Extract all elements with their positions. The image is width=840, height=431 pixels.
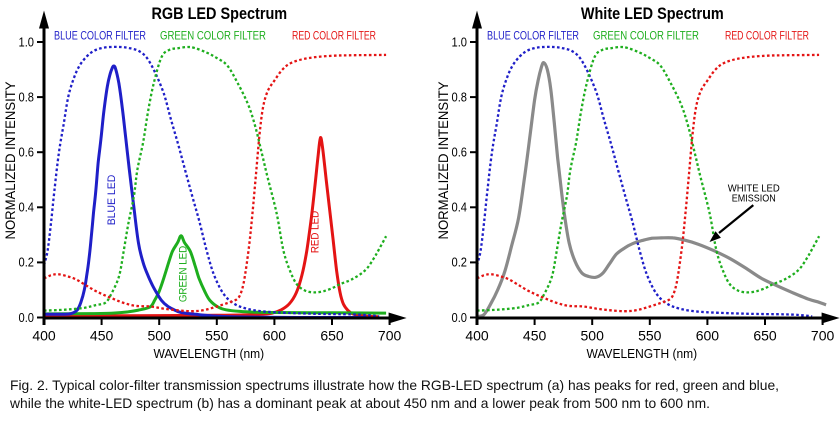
svg-text:0.8: 0.8 — [19, 90, 35, 104]
svg-text:600: 600 — [263, 328, 287, 344]
svg-text:450: 450 — [90, 328, 114, 344]
svg-text:0.0: 0.0 — [19, 311, 35, 325]
svg-text:550: 550 — [638, 328, 662, 344]
svg-text:0.6: 0.6 — [19, 146, 35, 160]
svg-text:GREEN LED: GREEN LED — [178, 246, 190, 302]
svg-text:700: 700 — [378, 328, 402, 344]
svg-text:600: 600 — [696, 328, 720, 344]
svg-text:RED COLOR FILTER: RED COLOR FILTER — [725, 29, 809, 43]
svg-text:GREEN COLOR FILTER: GREEN COLOR FILTER — [160, 29, 266, 43]
svg-text:WAVELENGTH (nm): WAVELENGTH (nm) — [586, 347, 697, 361]
svg-text:1.0: 1.0 — [452, 35, 468, 49]
svg-text:RGB LED Spectrum: RGB LED Spectrum — [151, 5, 287, 23]
svg-text:RED LED: RED LED — [310, 211, 322, 253]
svg-text:RED COLOR FILTER: RED COLOR FILTER — [292, 29, 376, 43]
svg-text:0.2: 0.2 — [452, 256, 468, 270]
svg-text:1.0: 1.0 — [19, 35, 35, 49]
svg-text:550: 550 — [205, 328, 229, 344]
svg-text:500: 500 — [581, 328, 605, 344]
svg-text:0.4: 0.4 — [452, 201, 468, 215]
svg-text:while the white-LED spectrum (: while the white-LED spectrum (b) has a d… — [9, 395, 710, 411]
svg-text:0.4: 0.4 — [19, 201, 35, 215]
svg-text:400: 400 — [32, 328, 56, 344]
svg-text:0.2: 0.2 — [19, 256, 35, 270]
svg-text:0.0: 0.0 — [452, 311, 468, 325]
svg-text:NORMALIZED INTENSITY: NORMALIZED INTENSITY — [2, 81, 18, 240]
svg-text:BLUE COLOR FILTER: BLUE COLOR FILTER — [54, 29, 146, 43]
svg-text:WAVELENGTH (nm): WAVELENGTH (nm) — [153, 347, 264, 361]
svg-text:White LED Spectrum: White LED Spectrum — [581, 5, 724, 23]
svg-text:0.6: 0.6 — [452, 146, 468, 160]
svg-text:400: 400 — [465, 328, 489, 344]
svg-text:500: 500 — [148, 328, 172, 344]
svg-text:NORMALIZED INTENSITY: NORMALIZED INTENSITY — [435, 81, 451, 240]
svg-text:Fig. 2. Typical color-filter t: Fig. 2. Typical color-filter transmissio… — [10, 377, 779, 393]
svg-text:0.8: 0.8 — [452, 90, 468, 104]
svg-text:WHITE LED: WHITE LED — [728, 183, 780, 194]
svg-text:650: 650 — [320, 328, 344, 344]
svg-text:450: 450 — [523, 328, 547, 344]
svg-text:700: 700 — [811, 328, 835, 344]
svg-text:GREEN COLOR FILTER: GREEN COLOR FILTER — [593, 29, 699, 43]
svg-text:BLUE LED: BLUE LED — [106, 175, 118, 226]
svg-text:EMISSION: EMISSION — [732, 194, 776, 205]
svg-text:650: 650 — [753, 328, 777, 344]
svg-text:BLUE COLOR FILTER: BLUE COLOR FILTER — [487, 29, 579, 43]
